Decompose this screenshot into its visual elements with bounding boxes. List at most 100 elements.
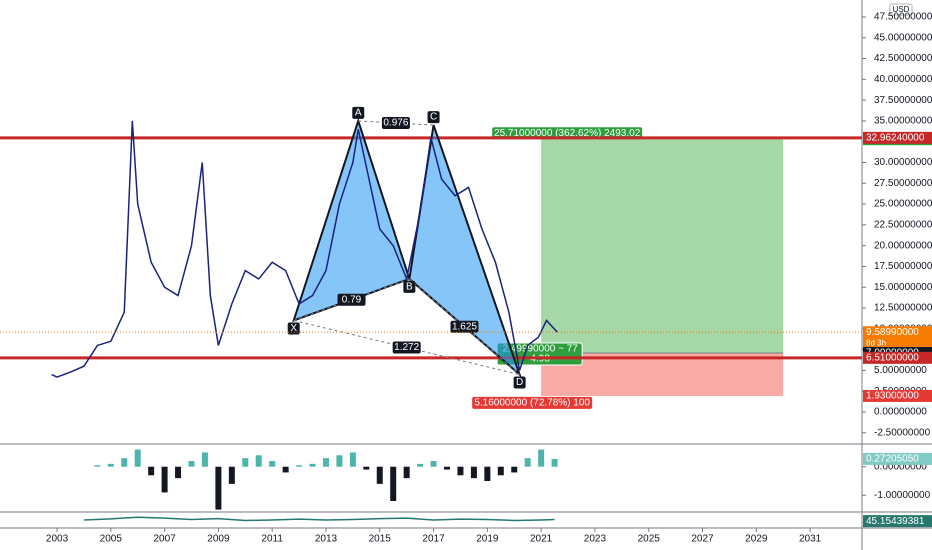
- histogram-bar: [228, 466, 235, 484]
- price-line: [51, 120, 558, 378]
- y-tick-label: 20.00000000: [874, 240, 932, 251]
- histogram-bar: [376, 466, 383, 484]
- histogram-bar: [175, 466, 182, 479]
- ratio-label: 1.272: [394, 342, 419, 353]
- price-badge: [863, 131, 932, 144]
- price-badge-label: 0.27205050: [866, 454, 919, 465]
- y-tick-label: 5.00000000: [874, 365, 927, 376]
- histogram-bar: [148, 466, 155, 476]
- histogram-bar: [161, 466, 168, 493]
- currency: USD: [893, 5, 910, 14]
- histogram-bar: [201, 452, 208, 467]
- price-badge-label: 1.93000000: [866, 391, 919, 402]
- price-badge: [863, 389, 932, 402]
- pattern-point-box: [427, 111, 440, 124]
- y-tick-label: 45.00000000: [874, 32, 932, 43]
- y-tick-label: 47.50000000: [874, 12, 932, 23]
- y-tick-label: -2.50000000: [874, 427, 931, 438]
- y-tick-label: 37.50000000: [874, 95, 932, 106]
- pattern-point-box: [403, 280, 416, 293]
- histogram-bar: [363, 466, 370, 470]
- pattern-point-label: X: [290, 323, 297, 334]
- x-tick-label: 2015: [369, 534, 392, 545]
- histogram-bar: [417, 463, 424, 467]
- pattern-point-box: [513, 376, 526, 389]
- ratio-box: [381, 116, 410, 129]
- histogram-bar: [538, 449, 545, 467]
- position-tag: [492, 127, 643, 140]
- x-tick-label: 2027: [691, 534, 714, 545]
- histogram-bar: [349, 452, 356, 467]
- histogram-bar: [551, 459, 558, 467]
- ratio-label: 0.976: [383, 118, 408, 129]
- x-tick-label: 2017: [422, 534, 445, 545]
- price-badge-sublabel: 8d 3h: [866, 338, 886, 347]
- price-badge-label: 6.51000000: [866, 352, 919, 363]
- histogram-bar: [497, 466, 504, 476]
- y-tick-label: 42.50000000: [874, 53, 932, 64]
- pattern-point-box: [287, 322, 300, 335]
- y-tick-label: 12.50000000: [874, 303, 932, 314]
- position-tag: [472, 396, 593, 409]
- y-tick-label: 35.00000000: [874, 116, 932, 127]
- histogram-bar: [322, 458, 329, 467]
- histogram-bar: [430, 461, 437, 467]
- position-tag-label: 25.71000000 (362.62%) 2493.02: [494, 128, 641, 139]
- histogram-bar: [403, 466, 410, 479]
- histogram-bar: [390, 466, 397, 501]
- ratio-label: 1.625: [452, 321, 477, 332]
- histogram-bar: [242, 458, 249, 467]
- y-tick-label: 30.00000000: [874, 157, 932, 168]
- histogram-bar: [296, 465, 303, 467]
- y-tick-label: 0.00000000: [874, 461, 927, 472]
- histogram-bar: [484, 466, 491, 481]
- y-tick-label: 17.50000000: [874, 261, 932, 272]
- histogram-bar: [121, 458, 128, 467]
- histogram-bar: [309, 463, 316, 467]
- histogram-bar: [457, 466, 464, 476]
- price-badge: [863, 351, 932, 364]
- ratio-box: [450, 320, 479, 333]
- pattern-point-label: B: [406, 282, 413, 293]
- y-tick-label: 27.50000000: [874, 178, 932, 189]
- pattern-point-label: A: [355, 108, 362, 119]
- x-tick-label: 2023: [584, 534, 607, 545]
- price-badge-label: 9.58990000: [866, 327, 919, 338]
- indicator-line: [83, 516, 555, 522]
- histogram-bar: [94, 465, 101, 467]
- price-badge-label: 45.15439381: [866, 516, 925, 527]
- x-tick-label: 2019: [476, 534, 499, 545]
- x-tick-label: 2007: [153, 534, 176, 545]
- currency-box: [889, 3, 913, 16]
- ratio-box: [337, 293, 366, 306]
- pattern-point-label: C: [430, 112, 437, 123]
- histogram-bar: [282, 466, 289, 473]
- price-badge: [863, 452, 932, 465]
- position-tag-label: 5.16000000 (72.78%) 100: [474, 398, 590, 409]
- y-tick-label: 0.00000000: [874, 407, 927, 418]
- x-tick-label: 2025: [638, 534, 661, 545]
- histogram-bar: [511, 466, 518, 473]
- histogram-bar: [188, 461, 195, 467]
- x-tick-label: 2011: [261, 534, 283, 545]
- histogram-bar: [269, 461, 276, 467]
- profit-zone: [541, 139, 784, 354]
- ratio-label: 0.79: [342, 294, 362, 305]
- pattern-point-label: D: [516, 377, 523, 388]
- histogram-bar: [107, 463, 114, 467]
- histogram-bar: [215, 466, 222, 510]
- histogram-bar: [444, 466, 451, 470]
- y-tick-label: 22.50000000: [874, 220, 932, 231]
- x-tick-label: 2005: [100, 534, 123, 545]
- position-tag-label: 2.49990000 ~ 77: [502, 344, 578, 355]
- x-tick-label: 2029: [745, 534, 768, 545]
- ratio-box: [392, 341, 421, 354]
- histogram-bar: [524, 458, 531, 467]
- y-tick-label: 15.00000000: [874, 282, 932, 293]
- x-tick-label: 2013: [315, 534, 338, 545]
- y-tick-label: 25.00000000: [874, 199, 932, 210]
- x-tick-label: 2031: [799, 534, 822, 545]
- price-badge: [863, 326, 932, 351]
- histogram-bar: [336, 455, 343, 467]
- histogram-bar: [255, 455, 262, 467]
